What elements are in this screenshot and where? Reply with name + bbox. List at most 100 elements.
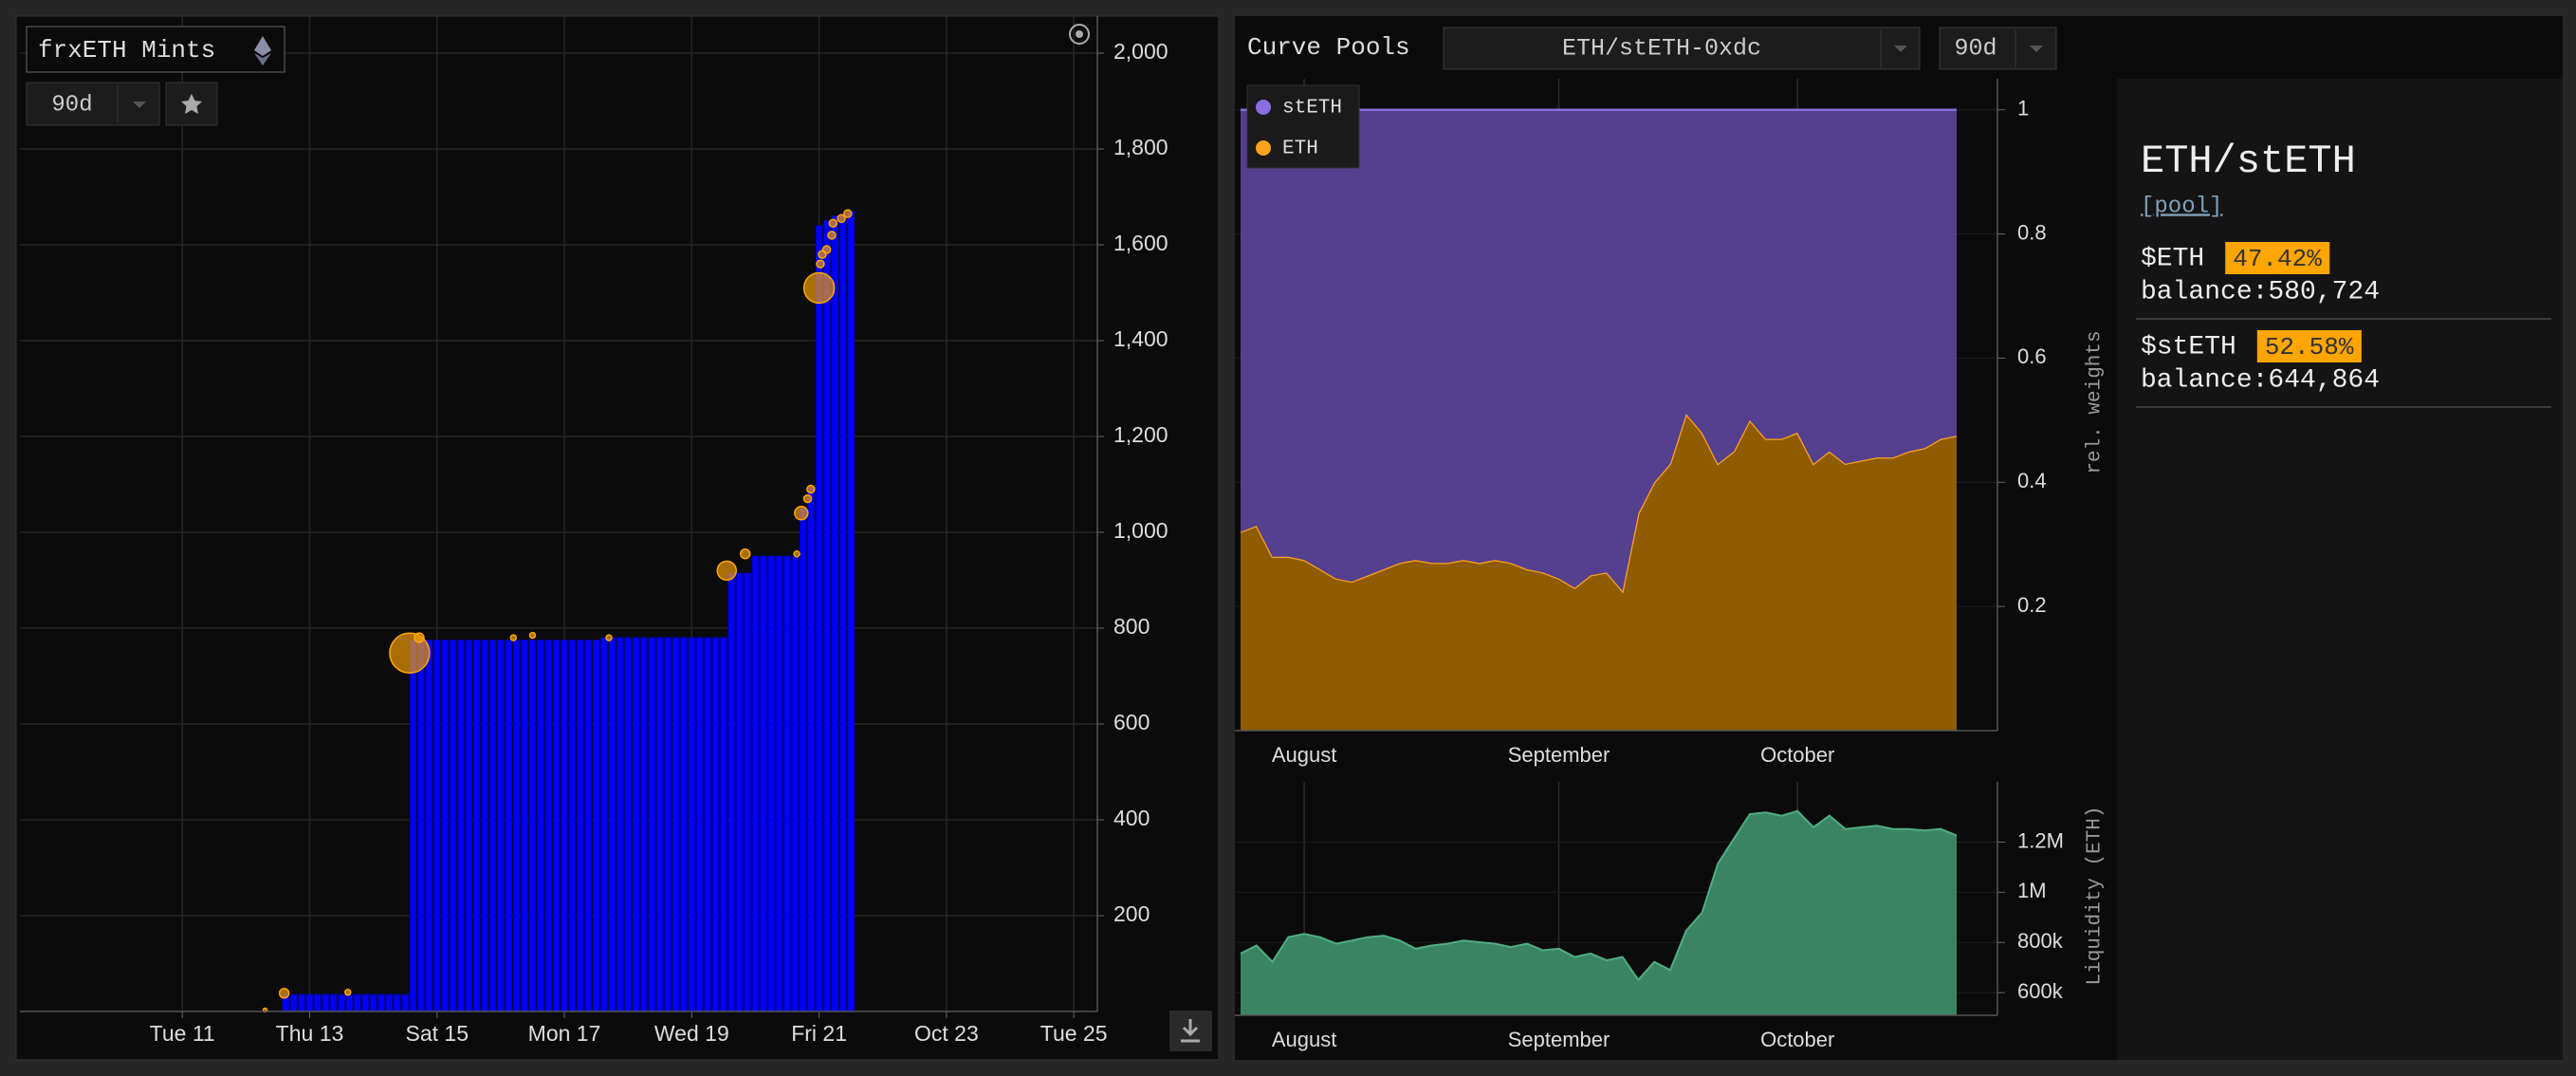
bar <box>338 993 345 1012</box>
bar <box>760 555 767 1012</box>
bar <box>552 640 561 1012</box>
token-balance: balance:580,724 <box>2141 277 2380 306</box>
x-tick-label: Tue 25 <box>1040 1021 1108 1046</box>
mint-bubble <box>843 209 853 218</box>
pool-info-panel <box>2117 79 2563 1060</box>
bar <box>735 572 744 1012</box>
y-tick-label: 1,600 <box>1113 231 1168 255</box>
bar <box>823 220 831 1012</box>
bar <box>544 640 553 1012</box>
mint-bubble <box>739 547 751 560</box>
bar <box>465 640 473 1012</box>
x-tick-label: Thu 13 <box>276 1021 344 1046</box>
y-tick-label: 1.2M <box>2017 828 2064 852</box>
area-line <box>1240 809 1958 982</box>
y-tick-label: 400 <box>1113 806 1150 830</box>
bar <box>289 993 298 1012</box>
bar <box>767 555 776 1012</box>
ui-layer: frxETH Mints 90d Curve Pools ETH/stETH-0… <box>20 16 2551 1051</box>
x-tick-label: Fri 21 <box>791 1021 847 1046</box>
x-tick-label: September <box>1508 743 1610 767</box>
x-tick-label: Sat 15 <box>406 1021 469 1046</box>
bar <box>600 637 608 1012</box>
area <box>1241 810 1957 1015</box>
bar <box>680 637 688 1012</box>
x-tick-label: August <box>1272 743 1337 767</box>
y-tick-label: 0.2 <box>2017 593 2047 617</box>
bar <box>329 993 338 1012</box>
y-tick-label: 1M <box>2017 879 2047 902</box>
bar <box>744 572 751 1012</box>
caret[interactable] <box>2030 46 2043 52</box>
bar <box>457 640 465 1012</box>
bar <box>838 213 847 1012</box>
bar <box>831 215 839 1012</box>
mint-bubble <box>344 989 352 996</box>
bar <box>394 993 401 1012</box>
y-tick-label: 800 <box>1113 614 1150 639</box>
mint-bubble <box>605 634 613 641</box>
bar <box>608 637 616 1012</box>
mint-bubble <box>828 218 838 229</box>
bar <box>441 640 449 1012</box>
mint-bubble <box>802 271 836 305</box>
mint-bubble <box>793 549 800 558</box>
token-symbol: $ETH <box>2141 244 2204 273</box>
y-tick-label: 200 <box>1113 901 1150 926</box>
x-tick-label: Wed 19 <box>654 1021 729 1046</box>
x-tick-label: Mon 17 <box>528 1021 601 1046</box>
caret[interactable] <box>133 102 146 108</box>
bar <box>577 640 584 1012</box>
bar <box>688 637 696 1012</box>
x-tick-label: Oct 23 <box>914 1021 979 1046</box>
axis-title: Liquidity (ETH) <box>2085 806 2107 985</box>
range-label[interactable]: 90d <box>1954 35 1996 63</box>
bar <box>409 640 417 1012</box>
range-label[interactable]: 90d <box>51 92 92 118</box>
bar <box>648 637 656 1012</box>
bar <box>561 640 568 1012</box>
pool-select[interactable] <box>1443 27 1921 70</box>
caret[interactable] <box>1894 46 1907 52</box>
legend-swatch <box>1256 140 1271 156</box>
bar <box>521 640 528 1012</box>
star-icon[interactable] <box>181 94 202 114</box>
bar <box>655 637 664 1012</box>
x-tick-label: October <box>1760 743 1834 767</box>
bar <box>800 508 807 1012</box>
bar <box>720 637 727 1012</box>
bar <box>592 640 600 1012</box>
bar <box>354 993 361 1012</box>
bar <box>345 993 354 1012</box>
bar <box>568 640 577 1012</box>
x-tick-label: August <box>1272 1028 1337 1051</box>
y-tick-label: 1,400 <box>1113 326 1168 351</box>
legend-label: stETH <box>1282 98 1342 120</box>
bar <box>640 637 648 1012</box>
bar <box>807 486 816 1012</box>
bar <box>401 993 409 1012</box>
panel-title: Curve Pools <box>1247 33 1410 62</box>
y-tick-label: 0.6 <box>2017 344 2047 368</box>
eth-icon <box>254 36 271 65</box>
title-box <box>26 26 285 73</box>
panel-title: frxETH Mints <box>38 36 215 65</box>
area <box>1241 109 1957 591</box>
bar <box>298 993 305 1012</box>
bar <box>497 640 505 1012</box>
bar <box>783 555 791 1012</box>
y-tick-label: 1,000 <box>1113 518 1168 543</box>
settings-icon[interactable] <box>1069 24 1090 45</box>
mint-bubble <box>806 484 816 494</box>
y-tick-label: 600 <box>1113 710 1150 734</box>
pool-select-label[interactable]: ETH/stETH-0xdc <box>1562 35 1761 63</box>
pool-link[interactable]: [pool] <box>2141 194 2222 219</box>
mint-bubble <box>716 560 737 582</box>
legend-label: ETH <box>1282 139 1318 160</box>
bar <box>791 555 800 1012</box>
bar <box>616 637 624 1012</box>
y-tick-label: 1,800 <box>1113 135 1168 159</box>
bar <box>305 993 314 1012</box>
